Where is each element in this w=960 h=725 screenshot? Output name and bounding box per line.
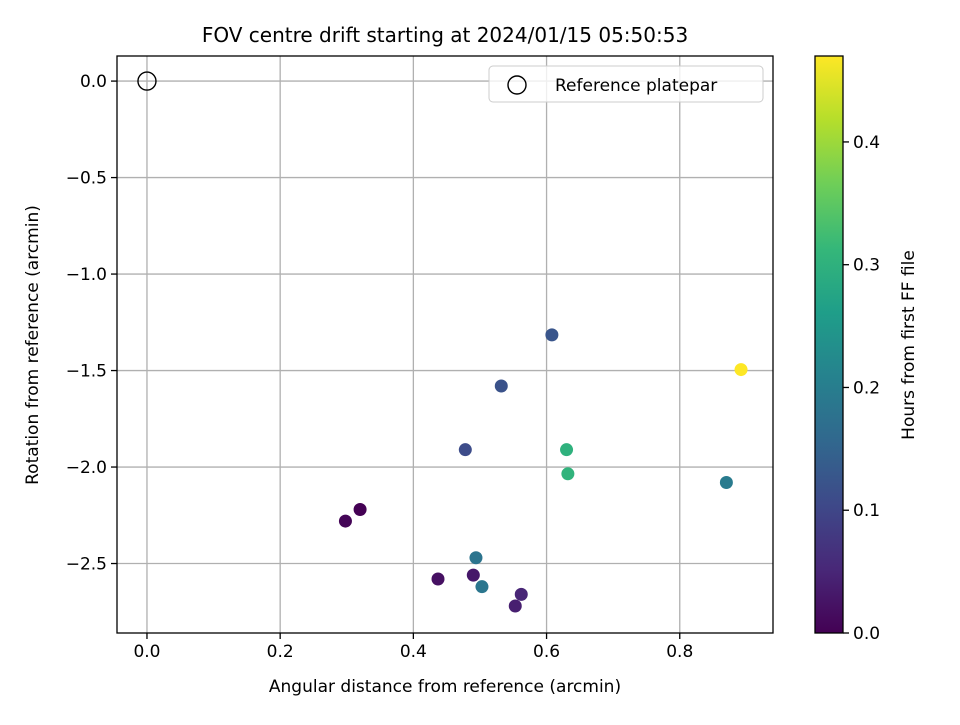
colorbar-tick-label: 0.0 [853, 624, 880, 644]
colorbar-ticks: 0.0 0.1 0.2 0.3 0.4 [843, 133, 880, 644]
legend-entry-label: Reference platepar [555, 76, 717, 96]
data-point [458, 443, 472, 457]
data-point [514, 587, 528, 601]
chart-title: FOV centre drift starting at 2024/01/15 … [202, 23, 688, 47]
x-axis-ticks: 0.0 0.2 0.4 0.6 0.8 [133, 633, 693, 662]
data-point [494, 379, 508, 393]
colorbar-tick-label: 0.3 [853, 256, 880, 276]
colorbar: 0.0 0.1 0.2 0.3 0.4 Hours from first FF file [814, 55, 919, 644]
x-tick-label: 0.8 [666, 642, 693, 662]
data-point [431, 572, 445, 586]
colorbar-tick-label: 0.1 [853, 501, 880, 521]
colorbar-tick-label: 0.4 [853, 133, 880, 153]
data-point [561, 467, 575, 481]
x-tick-label: 0.6 [533, 642, 560, 662]
x-tick-label: 0.0 [133, 642, 160, 662]
colorbar-label: Hours from first FF file [899, 250, 919, 440]
y-tick-label: −0.5 [66, 169, 107, 189]
data-points [137, 71, 748, 613]
legend: Reference platepar [488, 65, 764, 103]
y-tick-label: −1.0 [66, 265, 107, 285]
reference-platepar-point [137, 71, 157, 91]
x-axis-label: Angular distance from reference (arcmin) [269, 677, 621, 697]
data-point [353, 502, 367, 516]
y-tick-label: 0.0 [80, 72, 107, 92]
data-point [719, 475, 733, 489]
x-tick-label: 0.4 [400, 642, 427, 662]
legend-marker-hollow-circle [507, 75, 527, 95]
data-point [545, 328, 559, 342]
legend-box [488, 65, 764, 103]
colorbar-tick-label: 0.2 [853, 378, 880, 398]
data-point [508, 599, 522, 613]
data-point [338, 514, 352, 528]
plot-frame [116, 55, 774, 634]
data-point [560, 443, 574, 457]
x-tick-label: 0.2 [267, 642, 294, 662]
colorbar-gradient [814, 55, 844, 634]
y-axis-ticks: 0.0 −0.5 −1.0 −1.5 −2.0 −2.5 [66, 72, 117, 575]
y-tick-label: −2.0 [66, 458, 107, 478]
data-point [466, 568, 480, 582]
y-axis-label: Rotation from reference (arcmin) [23, 205, 43, 485]
y-tick-label: −1.5 [66, 362, 107, 382]
data-point [469, 551, 483, 565]
data-point [734, 363, 748, 377]
grid-lines [117, 56, 773, 633]
data-point [475, 580, 489, 594]
y-tick-label: −2.5 [66, 555, 107, 575]
